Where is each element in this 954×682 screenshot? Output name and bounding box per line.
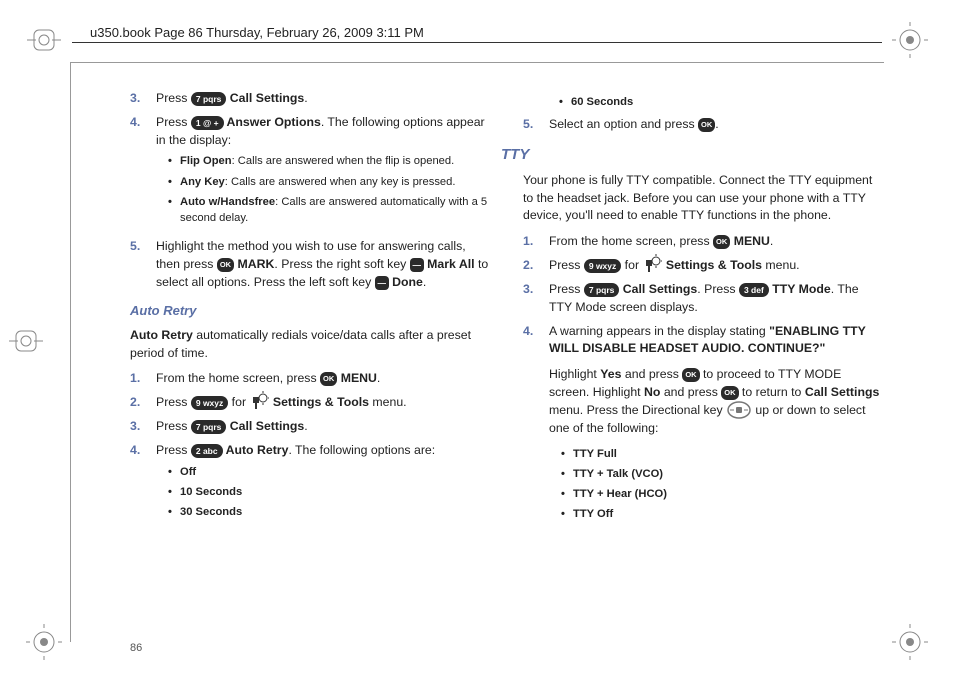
ring-icon: [24, 20, 64, 60]
step-number: 1.: [523, 233, 549, 251]
step-number: 1.: [130, 370, 156, 388]
key-7-icon: 7 pqrs: [584, 283, 620, 297]
bullet-item: •TTY Off: [561, 506, 884, 522]
bullet-item: •Auto w/Handsfree: Calls are answered au…: [168, 194, 491, 226]
bullet-item: •60 Seconds: [559, 94, 884, 110]
list-item: 3. Press 7 pqrs Call Settings. Press 3 d…: [523, 281, 884, 317]
auto-retry-intro: Auto Retry automatically redials voice/d…: [130, 327, 491, 363]
sub-bullets: •TTY Full •TTY + Talk (VCO) •TTY + Hear …: [561, 446, 884, 523]
ring-icon: [890, 20, 930, 60]
bullet-item: •TTY + Talk (VCO): [561, 466, 884, 482]
page-number: 86: [130, 642, 142, 654]
step-number: 2.: [130, 394, 156, 412]
step-body: Press 7 pqrs Call Settings.: [156, 418, 491, 436]
step-body: Press 9 wxyz for Settings & Tools menu.: [156, 394, 491, 412]
list-item: 3. Press 7 pqrs Call Settings.: [130, 418, 491, 436]
crop-line-top: [70, 62, 884, 63]
ring-icon: [6, 321, 46, 361]
key-softkey-icon: —: [410, 258, 424, 272]
step-body: Press 7 pqrs Call Settings.: [156, 90, 491, 108]
tty-intro: Your phone is fully TTY compatible. Conn…: [523, 172, 884, 225]
step-number: 5.: [130, 238, 156, 291]
dpad-icon: [726, 404, 752, 418]
step-body: A warning appears in the display stating…: [549, 323, 884, 529]
bullet-item: •30 Seconds: [168, 504, 491, 520]
sub-bullets: •Flip Open: Calls are answered when the …: [168, 153, 491, 226]
crop-line-left: [70, 62, 71, 642]
bullet-item: •TTY Full: [561, 446, 884, 462]
bullet-item: •Flip Open: Calls are answered when the …: [168, 153, 491, 169]
key-9-icon: 9 wxyz: [584, 259, 621, 273]
list-item: 4. Press 1 @ + Answer Options. The follo…: [130, 114, 491, 233]
step-body: Press 9 wxyz for Settings & Tools menu.: [549, 257, 884, 275]
key-softkey-icon: —: [375, 276, 389, 290]
list-item: 5. Select an option and press OK.: [523, 116, 884, 134]
gear-icon: [249, 395, 269, 411]
bullet-item: •Any Key: Calls are answered when any ke…: [168, 174, 491, 190]
ring-icon: [24, 622, 64, 662]
key-1-icon: 1 @ +: [191, 116, 224, 130]
key-ok-icon: OK: [682, 368, 699, 382]
step-body: Press 7 pqrs Call Settings. Press 3 def …: [549, 281, 884, 317]
column-right: •60 Seconds 5. Select an option and pres…: [523, 90, 884, 535]
step-number: 3.: [523, 281, 549, 317]
list-item: 3. Press 7 pqrs Call Settings.: [130, 90, 491, 108]
header-rule: [72, 42, 882, 43]
bullet-item: •TTY + Hear (HCO): [561, 486, 884, 502]
list-item: 2. Press 9 wxyz for Settings & Tools men…: [130, 394, 491, 412]
step-body: Highlight the method you wish to use for…: [156, 238, 491, 291]
step-number: 5.: [523, 116, 549, 134]
list-item: 1. From the home screen, press OK MENU.: [523, 233, 884, 251]
key-ok-icon: OK: [698, 118, 715, 132]
column-left: 3. Press 7 pqrs Call Settings. 4. Press …: [130, 90, 491, 535]
step-number: 2.: [523, 257, 549, 275]
step-body: Select an option and press OK.: [549, 116, 884, 134]
step-number: 4.: [130, 442, 156, 527]
key-ok-icon: OK: [217, 258, 234, 272]
bullet-item: •Off: [168, 464, 491, 480]
header-text: u350.book Page 86 Thursday, February 26,…: [90, 25, 424, 40]
key-2-icon: 2 abc: [191, 444, 223, 458]
key-ok-icon: OK: [320, 372, 337, 386]
ring-icon: [890, 622, 930, 662]
step-number: 3.: [130, 418, 156, 436]
key-9-icon: 9 wxyz: [191, 396, 228, 410]
step-number: 4.: [130, 114, 156, 233]
bullet-item: •10 Seconds: [168, 484, 491, 500]
step-number: 3.: [130, 90, 156, 108]
list-item: 4. A warning appears in the display stat…: [523, 323, 884, 529]
gear-icon: [642, 258, 662, 274]
list-item: 1. From the home screen, press OK MENU.: [130, 370, 491, 388]
heading-tty: TTY: [501, 144, 884, 166]
sub-bullets: •Off •10 Seconds •30 Seconds: [168, 464, 491, 521]
content-columns: 3. Press 7 pqrs Call Settings. 4. Press …: [130, 90, 884, 535]
subheading-auto-retry: Auto Retry: [130, 302, 491, 321]
list-item: 4. Press 2 abc Auto Retry. The following…: [130, 442, 491, 527]
step-body: Press 2 abc Auto Retry. The following op…: [156, 442, 491, 527]
key-ok-icon: OK: [713, 235, 730, 249]
key-3-icon: 3 def: [739, 283, 769, 297]
list-item: 5. Highlight the method you wish to use …: [130, 238, 491, 291]
sub-bullets: •60 Seconds: [559, 94, 884, 110]
step-body: From the home screen, press OK MENU.: [549, 233, 884, 251]
list-item: 2. Press 9 wxyz for Settings & Tools men…: [523, 257, 884, 275]
step-number: 4.: [523, 323, 549, 529]
key-7-icon: 7 pqrs: [191, 92, 227, 106]
key-7-icon: 7 pqrs: [191, 420, 227, 434]
page-root: u350.book Page 86 Thursday, February 26,…: [0, 0, 954, 682]
step-body: Press 1 @ + Answer Options. The followin…: [156, 114, 491, 233]
step-body: From the home screen, press OK MENU.: [156, 370, 491, 388]
